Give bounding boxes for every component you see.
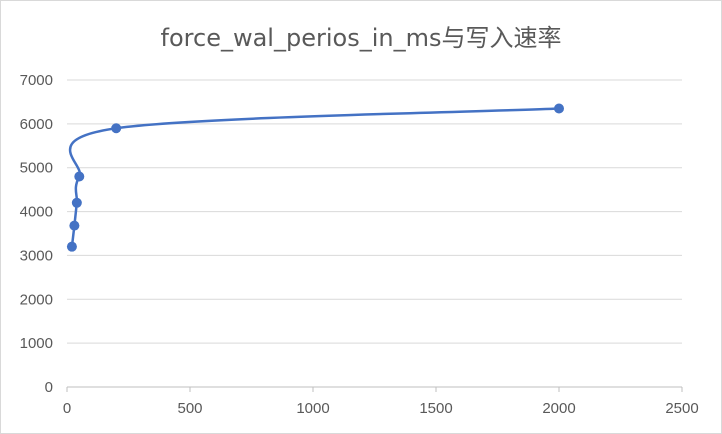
x-tick-label: 2000 — [542, 400, 575, 417]
data-point-2 — [71, 197, 82, 208]
x-tick-label: 0 — [63, 400, 71, 417]
y-tick-labels: 0 1000 2000 3000 4000 5000 6000 7000 — [20, 72, 53, 396]
x-tick-labels: 0 500 1000 1500 2000 2500 — [63, 400, 699, 417]
data-series — [66, 103, 564, 252]
x-tick-label: 500 — [177, 400, 202, 417]
y-tick-label: 4000 — [20, 204, 53, 221]
x-tick-label: 1000 — [296, 400, 329, 417]
x-tick-label: 1500 — [419, 400, 452, 417]
data-point-1 — [69, 220, 80, 231]
y-tick-label: 3000 — [20, 247, 53, 264]
y-tick-label: 0 — [45, 379, 53, 396]
gridlines — [67, 79, 682, 344]
y-tick-label: 6000 — [20, 116, 53, 133]
data-point-5 — [554, 103, 564, 114]
data-point-3 — [74, 171, 85, 182]
data-point-4 — [111, 123, 122, 134]
y-tick-label: 7000 — [20, 72, 53, 89]
y-tick-label: 2000 — [20, 291, 53, 308]
data-point-0 — [66, 241, 77, 252]
y-tick-label: 5000 — [20, 160, 53, 177]
chart-title: force_wal_perios_in_ms与写入速率 — [160, 24, 562, 52]
x-tick-label: 2500 — [665, 400, 698, 417]
axes — [66, 386, 683, 392]
y-tick-label: 1000 — [20, 335, 53, 352]
series-line — [68, 107, 561, 248]
